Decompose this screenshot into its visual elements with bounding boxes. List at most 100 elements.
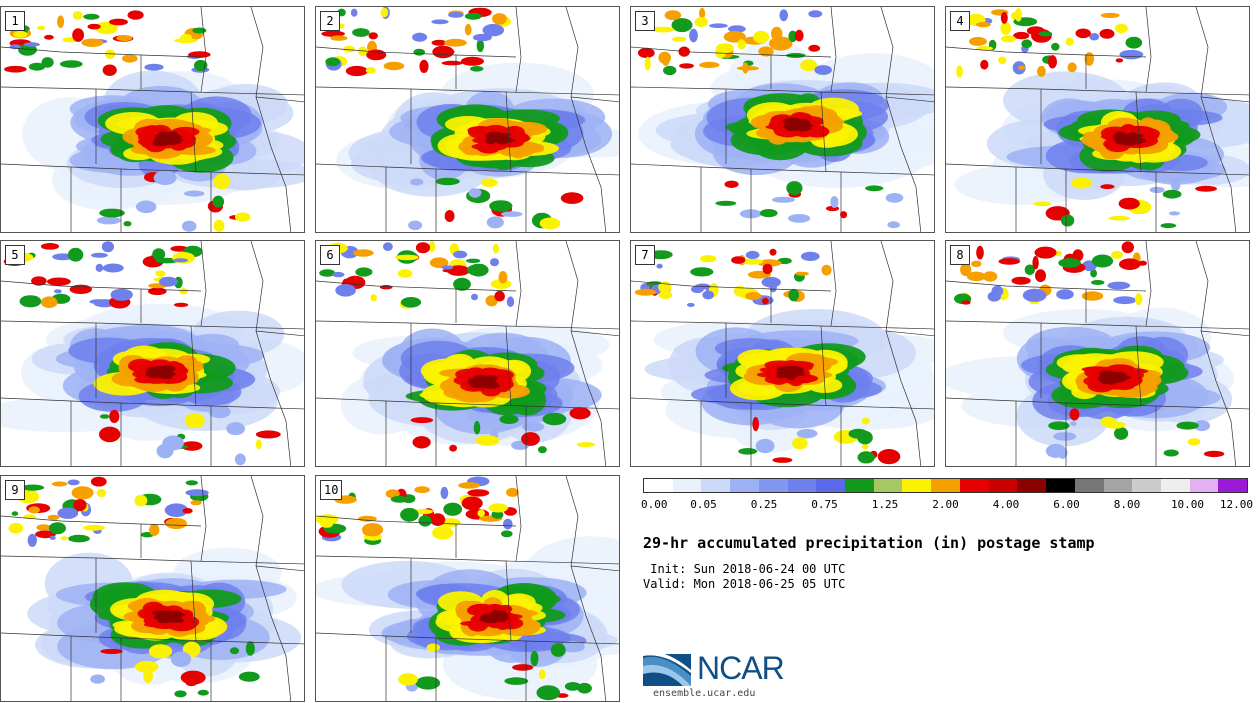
storm-cell: [1113, 296, 1137, 305]
precip-map: [631, 241, 934, 466]
storm-cell: [408, 220, 423, 231]
storm-cell: [762, 297, 769, 305]
precip-level: [484, 131, 516, 145]
storm-cell: [699, 61, 720, 68]
storm-cell: [212, 195, 225, 208]
storm-cell: [164, 503, 189, 517]
storm-cell: [1022, 288, 1047, 302]
northern-storms: [4, 10, 211, 76]
boundary-line: [631, 86, 934, 96]
storm-cell: [69, 284, 93, 294]
storm-cell: [213, 173, 231, 190]
storm-cell: [185, 480, 198, 486]
storm-cell: [738, 448, 758, 455]
storm-cell: [998, 258, 1021, 265]
storm-cell: [491, 510, 504, 519]
ncar-logo-icon: [643, 651, 691, 686]
storm-cell: [976, 46, 993, 51]
storm-cell: [362, 526, 373, 536]
storm-cell: [506, 487, 519, 497]
storm-cell: [982, 271, 998, 282]
storm-cell: [494, 290, 505, 302]
storm-cell: [499, 414, 519, 424]
storm-cell: [966, 271, 986, 282]
boundary-line: [316, 515, 517, 527]
storm-cell: [1115, 23, 1128, 34]
southern-storms: [96, 170, 251, 232]
storm-cell: [679, 63, 694, 69]
storm-cell: [60, 536, 68, 541]
storm-cell: [453, 277, 471, 291]
storm-cell: [686, 302, 695, 307]
colorbar-swatch: [787, 479, 817, 492]
boundary-line: [190, 325, 197, 407]
storm-cell: [135, 200, 157, 214]
boundary-line: [880, 241, 922, 466]
colorbar-swatch: [959, 479, 989, 492]
southern-storms: [408, 177, 584, 231]
storm-cell: [796, 429, 818, 439]
ensemble-member-panel: 3: [630, 6, 935, 233]
storm-cell: [1033, 201, 1052, 207]
storm-cell: [715, 200, 737, 206]
storm-cell: [477, 509, 485, 517]
storm-cell: [116, 35, 133, 42]
storm-cell: [165, 517, 187, 530]
state-boundaries: [631, 7, 934, 232]
storm-cell: [1075, 28, 1091, 39]
storm-cell: [453, 250, 468, 259]
storm-cell: [1037, 65, 1046, 77]
storm-cell: [1119, 258, 1141, 270]
storm-cell: [771, 26, 783, 41]
storm-cell: [956, 65, 963, 78]
colorbar-swatch: [988, 479, 1018, 492]
boundary-line: [190, 91, 197, 173]
state-boundaries: [316, 7, 619, 232]
storm-cell: [560, 192, 584, 204]
storm-cell: [1104, 421, 1126, 429]
storm-cell: [1069, 408, 1080, 421]
storm-cell: [184, 190, 205, 197]
storm-cell: [1099, 28, 1115, 39]
colorbar-swatch: [845, 479, 874, 492]
northern-storms: [321, 7, 511, 77]
boundary-line: [565, 241, 607, 466]
storm-cell: [134, 494, 148, 507]
storm-cell: [1091, 254, 1114, 268]
storm-cell: [501, 211, 523, 217]
colorbar-swatch: [1132, 479, 1161, 492]
storm-cell: [229, 647, 240, 655]
storm-cell: [976, 245, 984, 260]
southern-storms: [398, 641, 592, 701]
storm-cell: [745, 250, 760, 260]
storm-cell: [95, 263, 104, 272]
storm-cell: [699, 7, 706, 20]
precip-cell: [155, 367, 168, 371]
storm-cell: [501, 530, 513, 538]
storm-cell: [800, 59, 817, 72]
storm-cell: [148, 287, 167, 296]
storm-cell: [475, 435, 500, 446]
boundary-line: [1, 46, 202, 58]
member-number-label: 9: [5, 480, 25, 500]
northern-storms: [8, 476, 209, 547]
storm-cell: [564, 682, 581, 691]
valid-time: Valid: Mon 2018-06-25 05 UTC: [643, 577, 846, 591]
state-boundaries: [946, 241, 1249, 466]
member-number-label: 1: [5, 11, 25, 31]
storm-cell: [101, 241, 114, 253]
boundary-line: [885, 96, 934, 103]
storm-cell: [149, 523, 160, 536]
storm-cell: [432, 526, 454, 540]
storm-cell: [255, 430, 281, 439]
storm-cell: [185, 489, 209, 497]
storm-cell: [740, 258, 764, 265]
boundary-line: [255, 330, 304, 337]
storm-cell: [715, 46, 727, 59]
storm-cell: [664, 10, 682, 21]
storm-cell: [358, 46, 368, 57]
storm-cell: [644, 56, 651, 71]
storm-cell: [476, 39, 484, 53]
storm-cell: [1048, 421, 1070, 430]
member-number-label: 7: [635, 245, 655, 265]
